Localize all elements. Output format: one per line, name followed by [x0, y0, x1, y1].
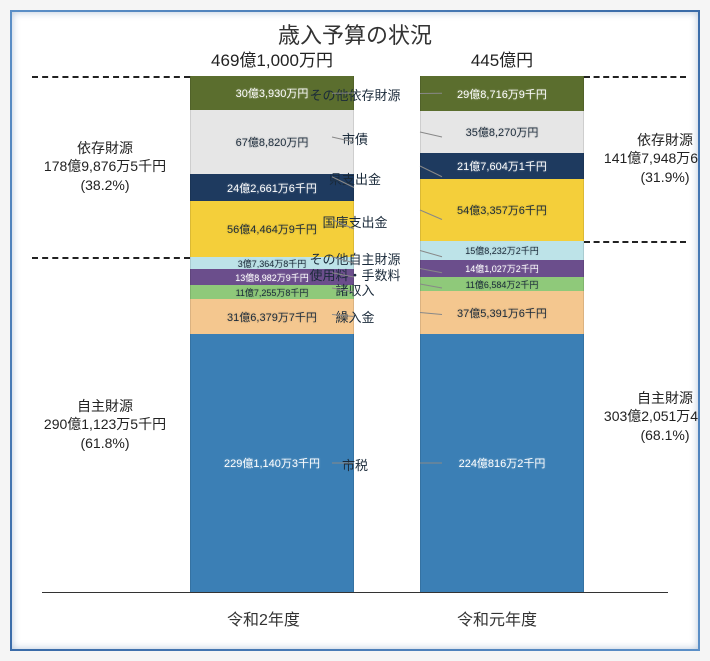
x-axis — [42, 592, 668, 593]
chart-frame: 歳入予算の状況 469億1,000万円 445億円 依存財源 178億9,876… — [10, 10, 700, 651]
x-label-left: 令和2年度 — [227, 606, 300, 630]
connectors — [12, 12, 700, 651]
x-label-right: 令和元年度 — [457, 606, 537, 630]
